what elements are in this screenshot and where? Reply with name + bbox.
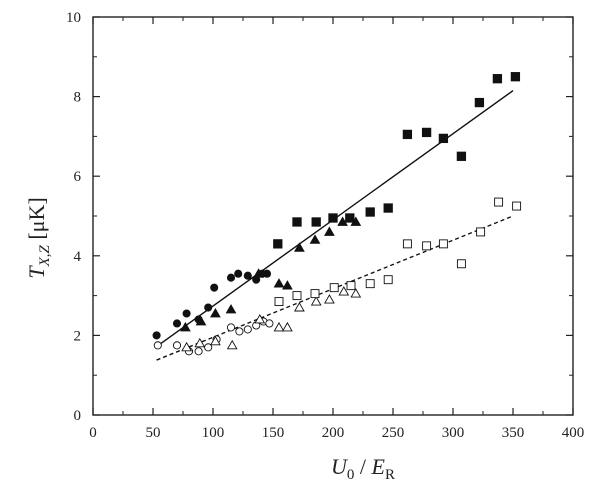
open-triangle-point <box>254 313 266 324</box>
filled-square-point <box>492 74 503 84</box>
y-tick-label: 4 <box>74 249 82 265</box>
open-square-point <box>476 227 486 237</box>
y-axis-label-main: T <box>24 265 49 279</box>
filled-triangle-point <box>195 315 207 326</box>
x-axis-label-main2: E <box>371 454 386 479</box>
filled-square-point <box>311 217 321 227</box>
y-tick-label: 8 <box>74 90 82 106</box>
open-square-point <box>310 289 320 299</box>
open-triangle-point <box>310 296 322 306</box>
y-tick-label: 0 <box>74 408 82 424</box>
open-circle-point <box>194 347 203 356</box>
filled-triangle-point <box>180 321 191 332</box>
filled-square-point <box>273 239 283 249</box>
filled-square-point <box>383 203 393 213</box>
x-tick-label: 100 <box>202 425 225 441</box>
filled-circle-point <box>172 319 182 328</box>
filled-circle-point <box>226 273 236 282</box>
open-triangle-point <box>350 288 362 298</box>
filled-triangle-point <box>225 304 237 314</box>
y-axis-label-sub: X,Z <box>37 245 53 268</box>
filled-circle-point <box>234 269 243 278</box>
filled-square-point <box>328 213 338 223</box>
x-tick-label: 300 <box>442 425 465 441</box>
filled-triangle-point <box>210 308 221 318</box>
x-axis-label-sub: 0 <box>347 467 355 483</box>
open-square-point <box>512 201 522 211</box>
open-square-point <box>365 279 375 289</box>
open-triangle-point <box>273 321 285 332</box>
filled-triangle-point <box>273 278 285 288</box>
open-square-point <box>438 239 448 249</box>
open-square-point <box>383 275 393 285</box>
filled-square-point <box>456 151 467 161</box>
filled-triangle-point <box>337 216 348 226</box>
x-axis-label-sep: / <box>354 454 371 479</box>
filled-circle-point <box>243 271 252 280</box>
filled-circle-point <box>182 309 191 318</box>
fit-lines <box>156 90 514 361</box>
x-tick-label: 400 <box>562 425 585 441</box>
filled-triangle-point <box>282 280 293 290</box>
filled-triangle-point <box>253 268 264 278</box>
filled-circle-point <box>204 303 213 312</box>
open-triangle-point <box>210 335 221 346</box>
filled-triangle-point <box>324 226 335 236</box>
open-square-point <box>274 297 284 307</box>
x-tick-label: 250 <box>382 425 405 441</box>
filled-square-point <box>292 217 302 227</box>
open-triangle-point <box>324 294 335 304</box>
filled-circle-point <box>262 269 272 278</box>
filled-square-point <box>402 129 413 140</box>
filled-square-point <box>510 72 521 82</box>
open-circle-point <box>153 341 162 350</box>
open-square-point <box>346 281 356 291</box>
open-triangle-point <box>282 321 293 332</box>
open-circle-point <box>235 327 244 336</box>
filled-square-point <box>438 133 449 144</box>
filled-square-point <box>421 127 432 138</box>
y-axis-label-unit: [μK] <box>24 197 49 245</box>
y-tick-label: 10 <box>66 10 81 26</box>
open-triangle-point <box>194 337 206 348</box>
open-square-point <box>402 239 412 249</box>
x-axis-label: U0 / ER <box>331 454 395 483</box>
x-tick-label: 50 <box>146 425 161 441</box>
open-circle-point <box>243 325 252 334</box>
open-square-point <box>329 283 339 293</box>
open-square-point <box>422 241 432 251</box>
open-circle-point <box>226 323 236 332</box>
open-circle-point <box>172 341 182 350</box>
x-tick-label: 0 <box>89 425 97 441</box>
x-axis-label-main: U <box>331 454 349 479</box>
filled-square-point <box>474 97 485 108</box>
y-axis-label: TX,Z [μK] <box>24 197 53 278</box>
open-triangle-point <box>181 341 192 352</box>
filled-square-point <box>345 213 355 223</box>
filled-circle-point <box>210 283 219 292</box>
x-axis-label-sub2: R <box>385 467 395 483</box>
filled-triangle-point <box>309 234 321 244</box>
open-square-point <box>494 197 504 207</box>
open-square-point <box>456 259 466 269</box>
open-triangle-point <box>294 302 305 312</box>
x-tick-label: 200 <box>322 425 345 441</box>
data-points <box>152 72 522 356</box>
x-tick-label: 150 <box>262 425 285 441</box>
axis-ticks: 0 50 100 150 200 250 300 350 400 0 2 4 6 8 10 <box>66 10 584 441</box>
open-circle-point <box>204 343 213 352</box>
filled-circle-point <box>152 331 161 340</box>
filled-triangle-point <box>294 242 305 252</box>
open-square-point <box>292 291 302 301</box>
open-triangle-point <box>338 286 350 296</box>
x-tick-label: 350 <box>502 425 525 441</box>
y-tick-label: 2 <box>74 328 82 344</box>
y-tick-label: 6 <box>74 169 82 185</box>
open-triangle-point <box>226 339 238 350</box>
filled-square-point <box>365 207 375 217</box>
open-circle-point <box>265 319 274 328</box>
